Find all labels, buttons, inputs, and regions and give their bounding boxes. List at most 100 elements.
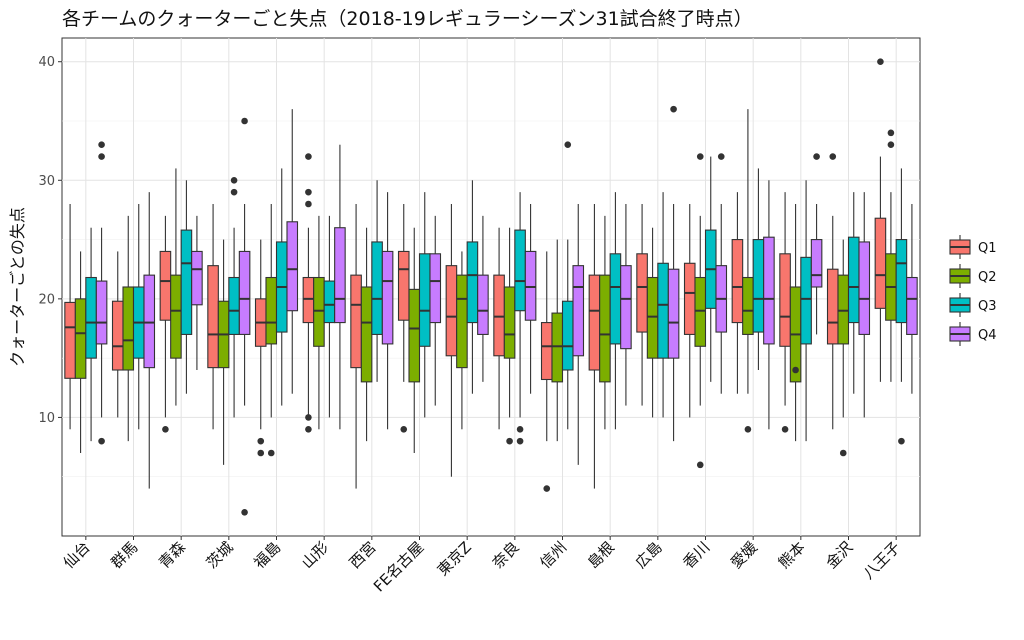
box-q1 bbox=[302, 276, 315, 324]
outlier-point bbox=[98, 437, 105, 445]
box-q4 bbox=[858, 241, 871, 335]
team-group bbox=[111, 192, 156, 489]
box-q3 bbox=[466, 241, 479, 324]
x-tick-label: 西宮 bbox=[346, 538, 380, 572]
box-q4 bbox=[334, 227, 346, 324]
box-q3 bbox=[323, 280, 336, 324]
team-group bbox=[159, 168, 203, 433]
team-group bbox=[397, 192, 442, 453]
box-q1 bbox=[159, 250, 172, 321]
box-q2 bbox=[313, 276, 325, 347]
y-tick-label: 20 bbox=[38, 292, 55, 307]
outlier-point bbox=[305, 414, 312, 421]
box-q2 bbox=[694, 276, 707, 347]
outlier-point bbox=[400, 425, 408, 433]
box-q2 bbox=[456, 274, 468, 369]
x-tick-label: 愛媛 bbox=[727, 538, 761, 572]
box-q2 bbox=[74, 298, 87, 379]
legend-item-q4: Q4 bbox=[949, 322, 997, 346]
outlier-point bbox=[241, 508, 248, 516]
box-q4 bbox=[524, 250, 537, 321]
box-q2 bbox=[551, 312, 564, 383]
x-tick-label: 広島 bbox=[632, 538, 666, 572]
outlier-point bbox=[887, 129, 895, 137]
outlier-point bbox=[98, 153, 105, 160]
team-group bbox=[302, 144, 346, 433]
box-q4 bbox=[238, 250, 251, 335]
box-q1 bbox=[826, 268, 839, 345]
box-q1 bbox=[397, 250, 410, 321]
outlier-point bbox=[792, 366, 799, 374]
y-tick-label: 40 bbox=[38, 55, 55, 70]
team-group bbox=[826, 153, 871, 457]
box-q2 bbox=[837, 274, 850, 345]
team-group bbox=[683, 153, 728, 469]
box-q1 bbox=[111, 300, 124, 371]
x-tick-label: 山形 bbox=[298, 538, 332, 572]
box-q3 bbox=[800, 256, 812, 345]
y-tick-label: 10 bbox=[38, 411, 55, 426]
box-q4 bbox=[143, 274, 156, 369]
x-tick-label: 熊本 bbox=[775, 538, 809, 572]
box-q4 bbox=[620, 265, 632, 350]
team-group bbox=[445, 180, 489, 477]
box-q2 bbox=[265, 276, 278, 345]
box-q1 bbox=[445, 265, 458, 357]
box-q4 bbox=[95, 280, 108, 345]
box-q3 bbox=[752, 239, 765, 333]
box-q3 bbox=[561, 300, 574, 371]
team-group bbox=[64, 141, 108, 453]
outlier-point bbox=[887, 141, 895, 149]
x-tick-label: 福島 bbox=[250, 538, 284, 572]
team-group bbox=[350, 180, 394, 489]
box-q3 bbox=[657, 262, 669, 359]
box-q3 bbox=[418, 253, 431, 347]
box-q1 bbox=[874, 217, 887, 309]
outlier-point bbox=[813, 153, 820, 160]
x-tick-label: 島根 bbox=[584, 538, 618, 572]
team-group bbox=[731, 109, 775, 433]
box-q4 bbox=[763, 236, 775, 345]
box-q2 bbox=[170, 274, 182, 359]
outlier-point bbox=[717, 153, 725, 160]
box-q4 bbox=[477, 274, 489, 335]
outlier-point bbox=[230, 176, 238, 184]
legend-item-q3: Q3 bbox=[949, 293, 997, 317]
box-q2 bbox=[122, 286, 135, 371]
box-q1 bbox=[779, 253, 791, 347]
legend-label: Q2 bbox=[978, 270, 997, 285]
y-axis: 10 20 30 40 bbox=[38, 55, 62, 426]
box-q2 bbox=[360, 286, 373, 383]
x-tick-label: 東京Z bbox=[434, 538, 475, 579]
x-tick-label: FE名古屋 bbox=[370, 538, 427, 595]
team-group bbox=[493, 192, 537, 445]
x-tick-label: 仙台 bbox=[60, 538, 94, 572]
legend-item-q1: Q1 bbox=[949, 235, 997, 259]
y-axis-label: クォーターごとの失点 bbox=[8, 207, 27, 367]
box-q4 bbox=[810, 239, 823, 288]
box-q2 bbox=[646, 276, 659, 359]
outlier-point bbox=[305, 425, 312, 433]
box-q3 bbox=[895, 239, 908, 324]
outlier-point bbox=[162, 425, 169, 433]
x-tick-label: 金沢 bbox=[822, 538, 856, 572]
outlier-point bbox=[696, 153, 704, 160]
outlier-point bbox=[257, 437, 265, 445]
box-q4 bbox=[429, 253, 442, 324]
box-q1 bbox=[64, 301, 76, 379]
box-q4 bbox=[906, 276, 918, 335]
outlier-point bbox=[516, 437, 524, 445]
box-q2 bbox=[408, 288, 421, 383]
legend-label: Q3 bbox=[978, 299, 997, 314]
outlier-point bbox=[305, 200, 312, 208]
outlier-point bbox=[543, 485, 551, 492]
team-group bbox=[540, 141, 585, 492]
outlier-point bbox=[877, 58, 884, 66]
team-group bbox=[779, 153, 823, 442]
box-q2 bbox=[599, 274, 611, 383]
outlier-point bbox=[241, 117, 248, 125]
boxes-layer bbox=[64, 58, 918, 516]
box-q1 bbox=[588, 274, 601, 371]
